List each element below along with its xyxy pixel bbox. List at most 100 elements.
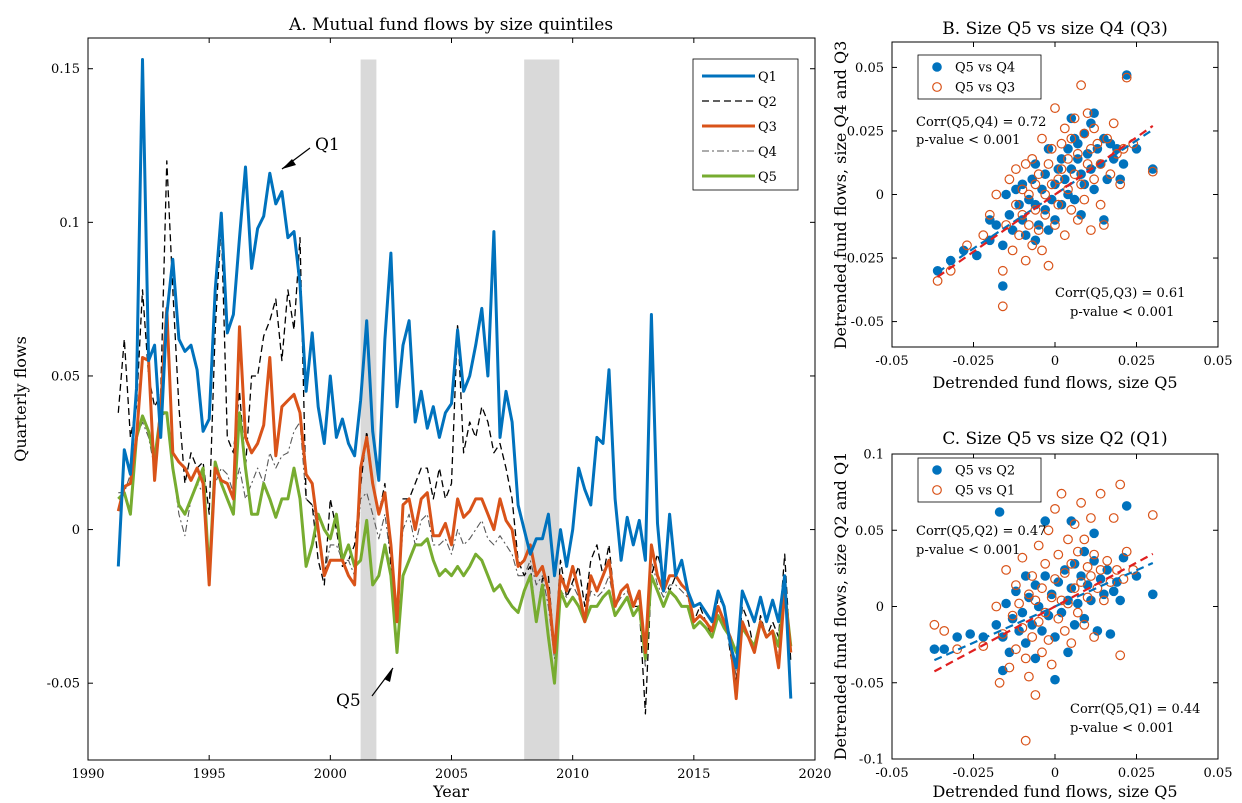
panel-b-point-open — [1092, 138, 1103, 149]
panel-c-point-open — [1053, 613, 1064, 624]
panel-b-point-filled — [1007, 225, 1018, 235]
panel-b-point-open — [1030, 204, 1041, 215]
panel-b-point-open — [1069, 169, 1080, 180]
panel-b-point-filled — [991, 220, 1002, 230]
panel-c-point-open — [1076, 577, 1086, 587]
panel-b-point-open — [1046, 143, 1057, 154]
panel-a-ytick-label: 0.05 — [51, 369, 80, 384]
panel-c-ytick-label: 0 — [876, 600, 884, 615]
panel-c-point-open — [1040, 558, 1051, 569]
panel-c-point-open — [994, 677, 1005, 688]
panel-c-point-open — [997, 629, 1008, 639]
panel-b-fit-lines — [936, 124, 1154, 278]
panel-c-point-open — [1089, 549, 1099, 560]
panel-c-xtick-label: 0.05 — [1204, 766, 1233, 781]
panel-c-ytick-label: 0.1 — [863, 448, 884, 463]
flow-series-lines — [116, 58, 793, 715]
panel-c-point-open — [1089, 632, 1099, 642]
panel-b-point-open — [1072, 214, 1083, 225]
panel-b-point-open — [1066, 133, 1077, 144]
panel-b-point-filled — [1082, 149, 1093, 159]
panel-b-point-open — [1076, 80, 1086, 91]
annotation-q5-label: Q5 — [336, 691, 361, 711]
panel-c-point-filled — [1063, 647, 1073, 658]
panel-c-point-open — [1017, 552, 1028, 563]
panel-b-legend-marker-0 — [932, 62, 942, 72]
panel-b-point-filled — [998, 240, 1008, 251]
panel-b-point-open — [1085, 143, 1096, 154]
panel-b-annotation-q3: Corr(Q5,Q3) = 0.61 p-value < 0.001 — [1055, 286, 1185, 320]
panel-c-point-open — [978, 641, 989, 651]
panel-b-point-filled — [1118, 159, 1129, 169]
panel-b-point-open — [1059, 123, 1070, 134]
panel-b-point-open — [1089, 174, 1099, 185]
panel-b-pvalue-q4: p-value < 0.001 — [916, 133, 1020, 148]
panel-b-point-open — [1037, 245, 1047, 256]
panel-c-point-open — [1102, 555, 1113, 566]
panel-b-point-open — [1147, 166, 1158, 177]
panel-c-point-open — [1020, 653, 1031, 664]
panel-b-xlabel: Detrended fund flows, size Q5 — [932, 373, 1177, 392]
panel-c-point-open — [1059, 626, 1070, 636]
panel-b-legend-label-1: Q5 vs Q3 — [955, 81, 1015, 96]
panel-b-point-open — [1056, 138, 1067, 149]
panel-b-point-open — [1072, 148, 1083, 159]
panel-b-point-open — [1007, 245, 1018, 256]
panel-c-point-open — [1082, 562, 1093, 572]
panel-c-point-open — [1023, 671, 1034, 682]
panel-b-point-open — [1011, 164, 1021, 175]
panel-c-point-open — [1050, 574, 1060, 584]
panel-c-point-open — [1066, 558, 1077, 569]
panel-c-point-open — [1033, 616, 1044, 627]
panel-c-xtick-label: -0.05 — [875, 766, 908, 781]
panel-b-point-open — [1043, 260, 1054, 271]
panel-c-point-open — [1063, 598, 1073, 609]
panel-b-point-filled — [1086, 118, 1096, 129]
panel-a-ytick-label: 0 — [72, 523, 80, 538]
panel-c-point-open — [1121, 546, 1132, 557]
panel-b-xtick-label: 0 — [1051, 354, 1059, 369]
panel-b-point-filled — [1033, 220, 1044, 230]
panel-c-point-filled — [1040, 571, 1050, 581]
panel-c-point-open — [1053, 549, 1064, 560]
legend-label-q3: Q3 — [758, 120, 777, 135]
panel-c-point-open — [1030, 690, 1041, 700]
panel-b-point-filled — [1069, 133, 1080, 144]
panel-b-point-filled — [1099, 133, 1109, 144]
panel-c-point-open — [1023, 589, 1034, 600]
panel-c-point-filled — [1040, 516, 1050, 526]
legend-label-q4: Q4 — [758, 145, 777, 160]
panel-b-point-filled — [1073, 154, 1083, 164]
panel-a-ticks: 1990 1995 2000 2005 2010 2015 2020 -0.05 0 0.05 0.… — [47, 38, 832, 782]
panel-b-point-filled — [1102, 174, 1112, 185]
panel-c-ytick-label: -0.05 — [851, 676, 884, 691]
panel-c-corr-q1: Corr(Q5,Q1) = 0.44 — [1070, 702, 1200, 717]
panel-b-point-filled — [1050, 179, 1060, 190]
panel-b-point-open — [1046, 179, 1057, 190]
panel-c-fit-lines — [933, 552, 1154, 673]
panel-b-annotation-q4: Corr(Q5,Q4) = 0.72 p-value < 0.001 — [916, 115, 1046, 148]
panel-b-point-filled — [1069, 194, 1080, 205]
annotation-q1-label: Q1 — [315, 135, 340, 155]
annotation-q5: Q5 — [336, 667, 394, 711]
panel-c-point-open — [1098, 595, 1109, 606]
panel-c-point-open — [1033, 540, 1044, 551]
panel-c-point-open — [1004, 662, 1015, 673]
panel-b-point-open — [1121, 72, 1132, 83]
panel-b-point-open — [1023, 189, 1034, 200]
panel-c-legend-marker-0 — [932, 465, 942, 475]
panel-b-ytick-label: 0.05 — [855, 61, 884, 76]
panel-c-point-filled — [1001, 598, 1011, 609]
panel-c-point-open — [1115, 650, 1126, 661]
panel-a-xtick-label: 2005 — [435, 767, 468, 782]
panel-c-point-open — [1043, 525, 1054, 536]
panel-b-point-open — [1105, 169, 1116, 180]
panel-b-legend: Q5 vs Q4 Q5 vs Q3 — [917, 54, 1042, 100]
panel-b-point-open — [1056, 164, 1067, 175]
panel-b-point-open — [1115, 179, 1126, 190]
panel-b-point-open — [1023, 220, 1034, 230]
panel-b-point-open — [978, 230, 989, 241]
panel-c-point-open — [1085, 571, 1096, 581]
panel-b-legend-label-0: Q5 vs Q4 — [955, 61, 1015, 76]
panel-b-point-filled — [1053, 164, 1064, 174]
